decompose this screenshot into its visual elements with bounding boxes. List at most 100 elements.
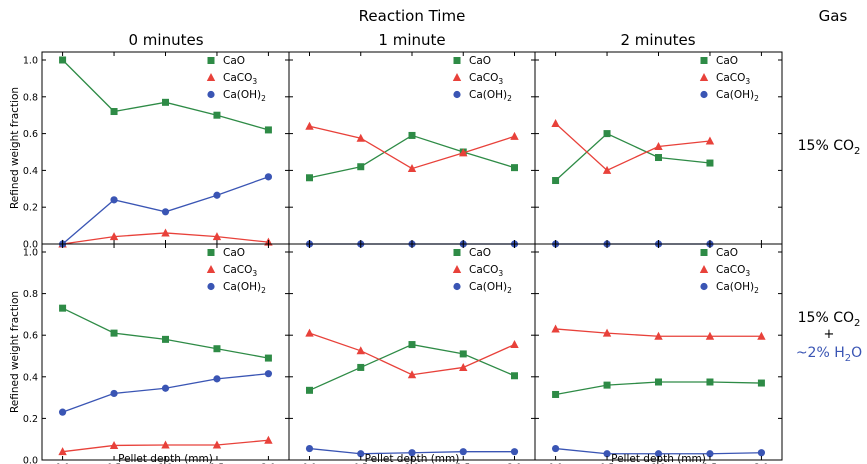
series-line-CaO <box>555 132 711 182</box>
data-point-CaCO3 <box>654 331 663 340</box>
row-label-1: 15% CO2 + ~2% H2O <box>796 310 862 364</box>
data-point-CaCO3 <box>212 232 222 241</box>
data-point-CaO <box>511 164 518 172</box>
series-line-CaCO3 <box>555 122 711 172</box>
legend-label-CaCO3: CaCO3 <box>716 72 750 86</box>
data-point-CaCO3 <box>58 447 67 456</box>
legend-label-CaO: CaO <box>223 247 245 259</box>
legend-label-CaCO3: CaCO3 <box>469 72 503 86</box>
data-point-CaO <box>655 378 662 386</box>
data-point-CaO <box>59 304 67 312</box>
data-point-CaO <box>706 378 714 386</box>
data-point-CaCO3 <box>407 370 417 379</box>
data-point-CaO <box>408 131 416 139</box>
data-point-CaCO3 <box>551 118 560 127</box>
legend-label-CaOH2: Ca(OH)2 <box>469 89 512 103</box>
legend-marker-CaOH2 <box>700 282 708 291</box>
column-title-1: 1 minute <box>378 31 445 49</box>
data-point-CaOH2 <box>603 450 611 458</box>
y-tick-label: 0.0 <box>23 240 38 251</box>
legend-label-CaO: CaO <box>469 247 491 259</box>
data-point-CaCO3 <box>602 328 612 337</box>
header-gas: Gas <box>819 7 848 25</box>
data-point-CaOH2 <box>510 448 519 456</box>
data-point-CaCO3 <box>356 346 365 355</box>
legend-marker-CaCO3 <box>206 265 216 273</box>
y-tick-label: 0.0 <box>23 456 38 464</box>
data-point-CaO <box>162 335 169 343</box>
data-point-CaCO3 <box>407 164 417 173</box>
y-tick-label: 0.2 <box>23 414 38 425</box>
legend-marker-CaOH2 <box>700 90 708 99</box>
data-point-CaCO3 <box>510 131 519 140</box>
data-point-CaCO3 <box>161 228 170 237</box>
legend-marker-CaCO3 <box>452 73 462 81</box>
y-tick-label: 1.0 <box>23 248 38 259</box>
y-tick-label: 0.6 <box>23 129 38 140</box>
legend-label-CaO: CaO <box>716 247 738 259</box>
legend-marker-CaO <box>453 57 461 64</box>
header-reaction-time: Reaction Time <box>359 7 466 25</box>
data-point-CaO <box>357 163 365 171</box>
data-point-CaO <box>459 350 467 358</box>
y-tick-label: 0.2 <box>23 203 38 214</box>
data-point-CaO <box>408 341 416 349</box>
data-point-CaO <box>110 329 118 337</box>
data-point-CaCO3 <box>705 331 715 340</box>
legend-label-CaO: CaO <box>469 55 491 67</box>
data-point-CaO <box>655 154 662 162</box>
legend-label-CaOH2: Ca(OH)2 <box>223 281 266 295</box>
gas-line2-tail: O <box>851 345 862 361</box>
x-axis-label: Pellet depth (mm) <box>611 453 706 464</box>
y-axis-label: Refined weight fraction <box>9 291 21 413</box>
data-point-CaOH2 <box>161 208 170 216</box>
legend-marker-CaO <box>700 249 708 256</box>
data-point-CaO <box>110 108 118 116</box>
legend-marker-CaOH2 <box>207 282 215 291</box>
data-point-CaCO3 <box>305 328 314 337</box>
data-point-CaCO3 <box>264 435 273 444</box>
data-point-CaCO3 <box>459 148 468 157</box>
legend-label-CaCO3: CaCO3 <box>716 264 750 278</box>
legend-marker-CaCO3 <box>206 73 216 81</box>
series-line-CaO <box>309 343 515 391</box>
data-point-CaO <box>603 130 611 138</box>
svg-text:~2% H2O: ~2% H2O <box>796 345 862 364</box>
data-point-CaO <box>357 363 365 371</box>
data-point-CaO <box>264 126 272 134</box>
gas-line2-sub: 2 <box>845 353 851 364</box>
data-point-CaOH2 <box>213 191 221 199</box>
data-point-CaO <box>264 354 272 362</box>
x-axis-label: Pellet depth (mm) <box>118 453 213 464</box>
column-title-0: 0 minutes <box>128 31 203 49</box>
data-point-CaCO3 <box>459 362 468 371</box>
legend-label-CaOH2: Ca(OH)2 <box>716 89 759 103</box>
data-point-CaOH2 <box>654 450 663 458</box>
gas-line1-sub: 2 <box>854 146 860 157</box>
svg-text:15% CO2: 15% CO2 <box>798 310 861 329</box>
panel-r0-c2: CaO CaCO3 Ca(OH)2 <box>534 51 783 248</box>
legend-marker-CaOH2 <box>453 282 461 291</box>
data-point-CaOH2 <box>459 448 467 456</box>
data-point-CaCO3 <box>705 136 715 145</box>
legend-marker-CaOH2 <box>453 90 461 99</box>
gas-plus: + <box>824 327 835 342</box>
data-point-CaO <box>552 390 560 398</box>
svg-text:15% CO2: 15% CO2 <box>798 138 861 157</box>
y-tick-label: 0.8 <box>23 289 38 300</box>
data-point-CaO <box>511 372 518 380</box>
legend-marker-CaCO3 <box>699 73 709 81</box>
panel-r0-c1: CaO CaCO3 Ca(OH)2 <box>288 51 536 248</box>
data-point-CaOH2 <box>551 444 560 453</box>
y-tick-label: 0.4 <box>23 166 38 177</box>
legend-label-CaCO3: CaCO3 <box>223 72 257 86</box>
data-point-CaCO3 <box>305 121 314 130</box>
legend-marker-CaO <box>207 57 215 64</box>
legend-label-CaO: CaO <box>716 55 738 67</box>
row-label-0: 15% CO2 <box>798 138 861 157</box>
data-point-CaCO3 <box>109 440 119 449</box>
data-point-CaCO3 <box>757 331 766 340</box>
data-point-CaCO3 <box>654 141 663 150</box>
